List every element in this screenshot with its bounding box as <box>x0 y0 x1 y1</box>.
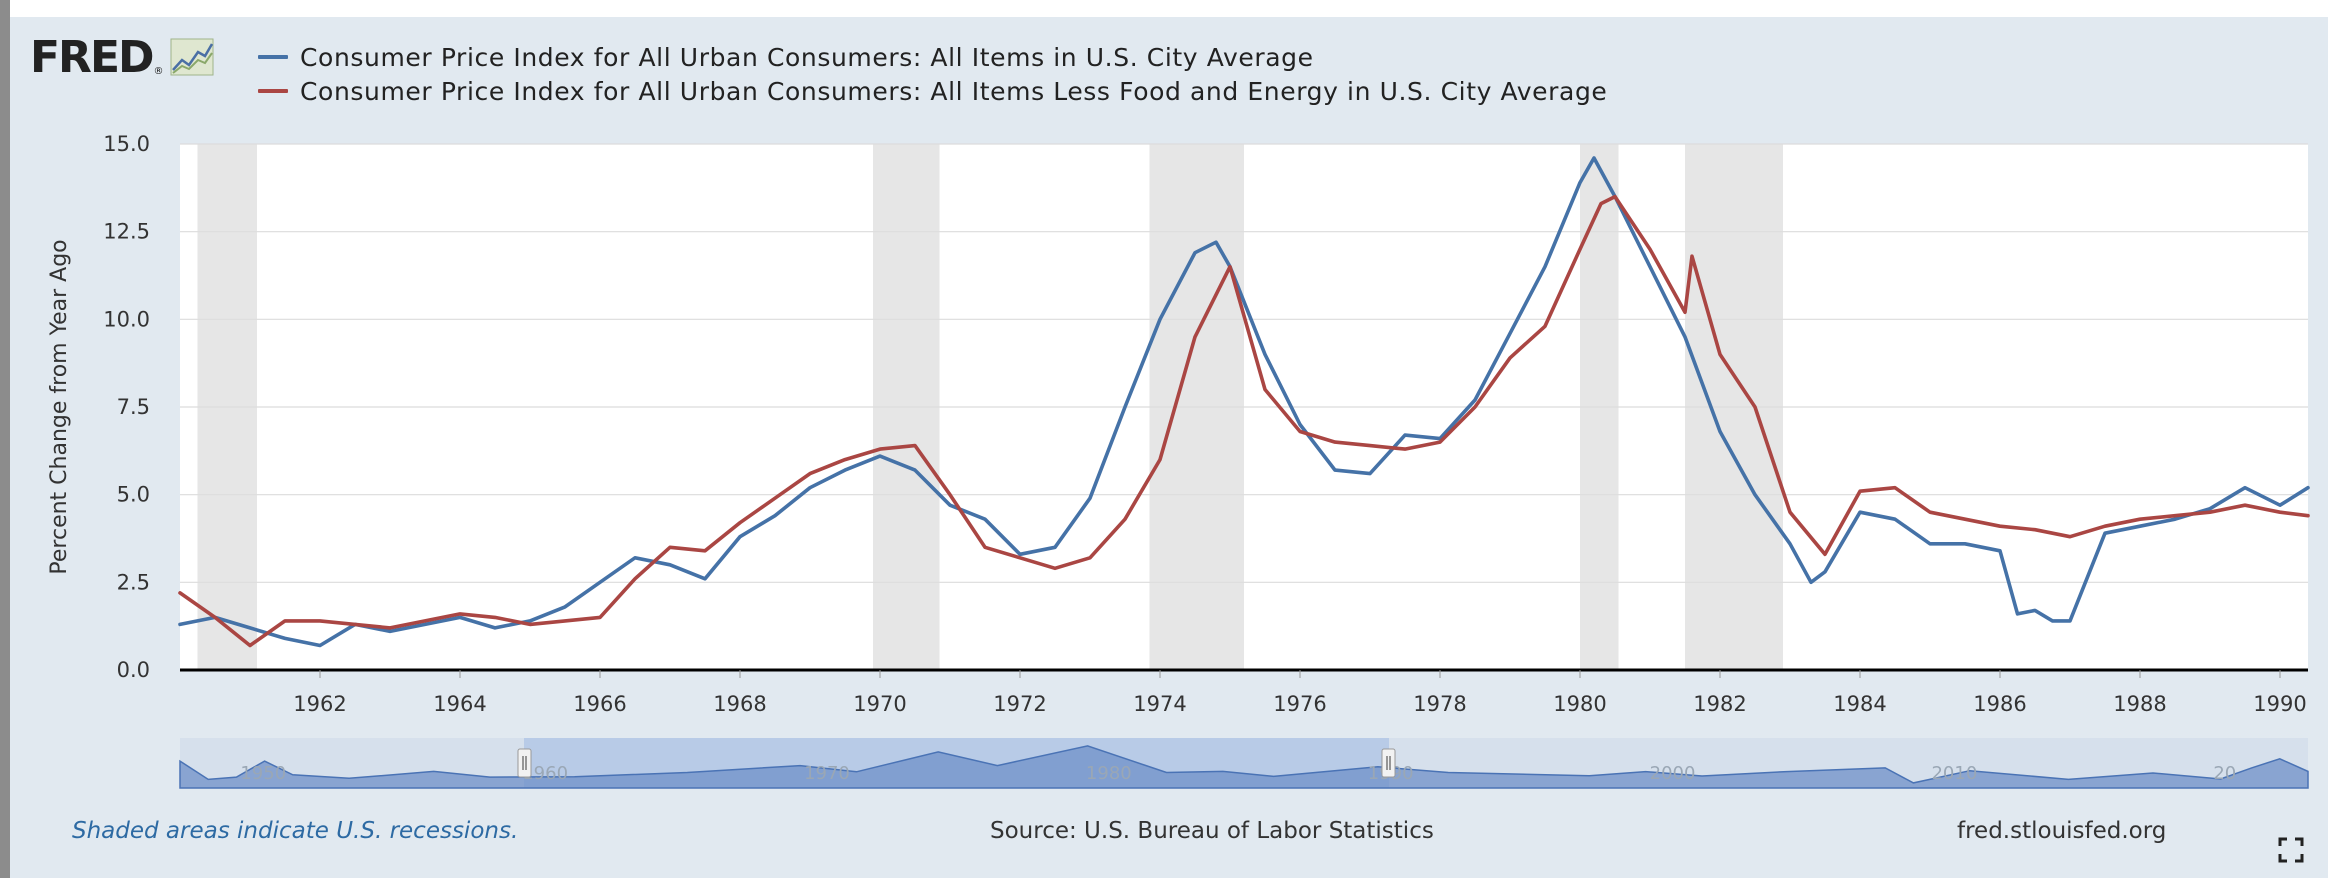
x-tick-label: 1974 <box>1133 692 1186 716</box>
navigator-label: 1960 <box>522 763 568 784</box>
fred-logo[interactable]: FRED ® <box>30 32 214 84</box>
y-tick-label: 12.5 <box>103 220 150 244</box>
x-tick-label: 1964 <box>433 692 486 716</box>
logo-text: FRED <box>30 32 155 83</box>
x-tick-label: 1978 <box>1413 692 1466 716</box>
source-text: Source: U.S. Bureau of Labor Statistics <box>990 818 1434 844</box>
legend-swatch-red <box>258 89 288 93</box>
y-tick-label: 10.0 <box>103 307 150 331</box>
navigator-label: 1970 <box>804 763 850 784</box>
navigator-label: 1980 <box>1086 763 1132 784</box>
window-edge <box>0 0 10 878</box>
x-tick-label: 1962 <box>293 692 346 716</box>
legend-item-cpi-core[interactable]: Consumer Price Index for All Urban Consu… <box>258 74 1607 108</box>
legend-swatch-blue <box>258 55 288 59</box>
fullscreen-icon[interactable] <box>2278 837 2304 863</box>
y-tick-label: 5.0 <box>117 483 150 507</box>
x-axis-ticks: 1962 1964 1966 1968 1970 1972 1974 1976 1978 1980… <box>293 670 2307 716</box>
x-tick-label: 1976 <box>1273 692 1326 716</box>
series-lines <box>178 156 2310 648</box>
y-axis-title: Percent Change from Year Ago <box>47 239 72 574</box>
navigator-label: 1950 <box>240 763 286 784</box>
y-tick-label: 7.5 <box>117 395 150 419</box>
legend-label: Consumer Price Index for All Urban Consu… <box>300 76 1608 106</box>
x-tick-label: 1986 <box>1973 692 2026 716</box>
range-navigator[interactable]: 195019601970198019902000201020 <box>179 738 2309 789</box>
y-tick-label: 0.0 <box>117 658 150 682</box>
legend-item-cpi-all[interactable]: Consumer Price Index for All Urban Consu… <box>258 40 1607 74</box>
legend-label: Consumer Price Index for All Urban Consu… <box>300 42 1314 72</box>
x-tick-label: 1966 <box>573 692 626 716</box>
navigator-handle-left[interactable] <box>517 748 532 778</box>
navigator-label: 2010 <box>1931 763 1977 784</box>
y-tick-label: 2.5 <box>117 570 150 594</box>
x-tick-label: 1988 <box>2113 692 2166 716</box>
x-tick-label: 1984 <box>1833 692 1886 716</box>
navigator-label: 20 <box>2213 763 2236 784</box>
chart-legend: Consumer Price Index for All Urban Consu… <box>258 40 1607 108</box>
recession-note: Shaded areas indicate U.S. recessions. <box>72 818 519 844</box>
navigator-handle-right[interactable] <box>1381 748 1396 778</box>
y-tick-label: 15.0 <box>103 132 150 156</box>
line-graph-icon <box>170 38 214 76</box>
series-line-cpi-all-items <box>178 156 2310 648</box>
x-tick-label: 1990 <box>2253 692 2306 716</box>
navigator-label: 2000 <box>1650 763 1696 784</box>
top-strip <box>10 0 2328 17</box>
series-line-cpi-core <box>178 194 2310 648</box>
y-axis-ticks: 0.0 2.5 5.0 7.5 10.0 12.5 15.0 <box>103 132 150 682</box>
x-tick-label: 1970 <box>853 692 906 716</box>
site-link[interactable]: fred.stlouisfed.org <box>1957 818 2167 844</box>
x-tick-label: 1968 <box>713 692 766 716</box>
navigator-area <box>179 745 2309 789</box>
x-tick-label: 1972 <box>993 692 1046 716</box>
x-tick-label: 1980 <box>1553 692 1606 716</box>
logo-registered-mark: ® <box>153 66 164 77</box>
x-tick-label: 1982 <box>1693 692 1746 716</box>
